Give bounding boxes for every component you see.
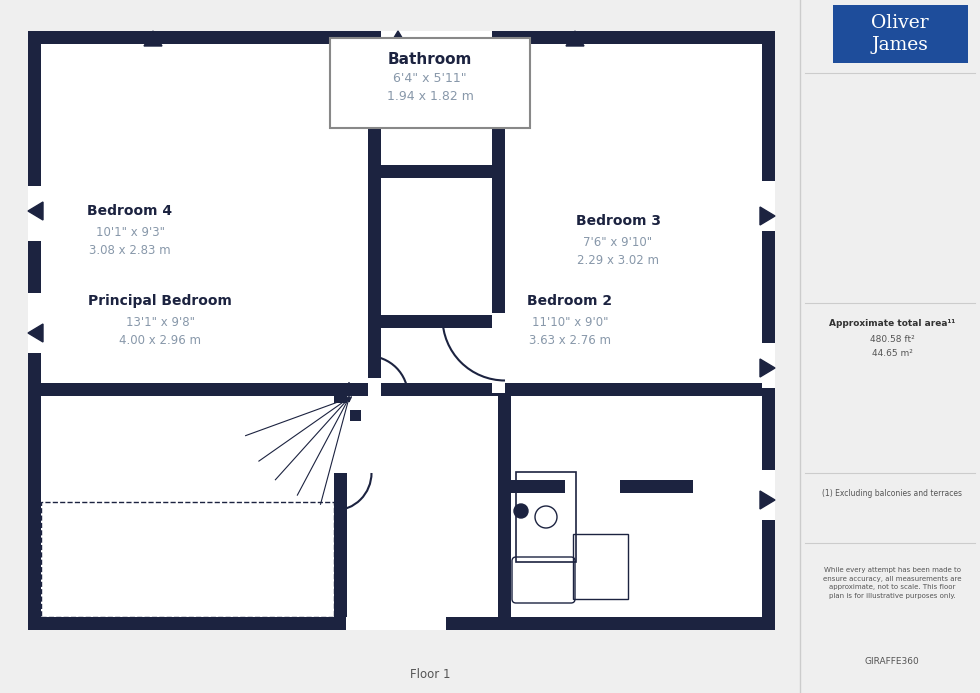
Text: 3.08 x 2.83 m: 3.08 x 2.83 m	[89, 245, 171, 258]
Bar	[381, 31, 492, 44]
Text: 10'1" x 9'3": 10'1" x 9'3"	[95, 227, 165, 240]
Text: While every attempt has been made to
ensure accuracy, all measurements are
appro: While every attempt has been made to ens…	[823, 568, 961, 599]
Text: 6'4" x 5'11": 6'4" x 5'11"	[393, 71, 466, 85]
Bar	[498, 480, 565, 493]
Bar	[492, 44, 505, 383]
Text: 13'1" x 9'8": 13'1" x 9'8"	[125, 317, 194, 329]
Polygon shape	[144, 31, 162, 46]
Polygon shape	[28, 202, 43, 220]
Bar	[41, 502, 334, 617]
Bar	[28, 186, 41, 241]
Bar	[368, 315, 505, 328]
Bar	[368, 378, 381, 396]
Text: 11'10" x 9'0": 11'10" x 9'0"	[532, 317, 609, 329]
Bar	[516, 472, 576, 562]
Text: 4.00 x 2.96 m: 4.00 x 2.96 m	[119, 335, 201, 347]
Text: Bedroom 3: Bedroom 3	[575, 214, 661, 228]
Bar	[573, 534, 628, 599]
Polygon shape	[760, 491, 775, 509]
Bar	[28, 617, 775, 630]
Bar	[762, 31, 775, 630]
Bar	[350, 410, 361, 421]
Bar	[330, 38, 530, 128]
Text: 7'6" x 9'10": 7'6" x 9'10"	[583, 236, 653, 249]
Bar	[28, 31, 775, 630]
Bar	[762, 181, 775, 231]
Text: 1.94 x 1.82 m: 1.94 x 1.82 m	[386, 89, 473, 103]
Polygon shape	[760, 359, 775, 377]
Bar	[28, 31, 775, 44]
Polygon shape	[760, 207, 775, 225]
Text: GIRAFFE360: GIRAFFE360	[864, 656, 919, 665]
Text: Bedroom 2: Bedroom 2	[527, 294, 612, 308]
Polygon shape	[28, 324, 43, 342]
Bar	[833, 5, 968, 63]
Polygon shape	[389, 31, 407, 46]
Text: (1) Excluding balconies and terraces: (1) Excluding balconies and terraces	[822, 489, 962, 498]
Text: 480.58 ft²: 480.58 ft²	[869, 335, 914, 344]
Text: 3.63 x 2.76 m: 3.63 x 2.76 m	[529, 335, 611, 347]
Bar	[368, 165, 505, 178]
Bar	[368, 165, 381, 328]
Circle shape	[514, 504, 528, 518]
Text: 2.29 x 3.02 m: 2.29 x 3.02 m	[577, 254, 659, 267]
Text: Floor 1: Floor 1	[410, 669, 450, 681]
Bar	[492, 165, 505, 328]
Bar	[492, 313, 505, 393]
Bar	[334, 383, 511, 396]
Bar	[28, 31, 41, 630]
Bar	[505, 383, 762, 396]
Text: Bathroom: Bathroom	[388, 51, 472, 67]
Polygon shape	[566, 31, 584, 46]
Bar	[762, 343, 775, 388]
Text: Principal Bedroom: Principal Bedroom	[88, 294, 232, 308]
Bar	[498, 396, 511, 617]
Bar	[41, 383, 368, 396]
Bar	[346, 617, 446, 630]
Bar	[368, 44, 381, 396]
Bar	[28, 293, 41, 353]
Text: Approximate total area¹¹: Approximate total area¹¹	[829, 319, 955, 328]
Bar	[334, 396, 347, 617]
Bar	[620, 480, 693, 493]
Text: Oliver
James: Oliver James	[871, 14, 929, 55]
Bar	[334, 403, 347, 473]
Text: 44.65 m²: 44.65 m²	[871, 349, 912, 358]
Bar	[381, 178, 492, 315]
Bar	[762, 470, 775, 520]
Text: Bedroom 4: Bedroom 4	[87, 204, 172, 218]
